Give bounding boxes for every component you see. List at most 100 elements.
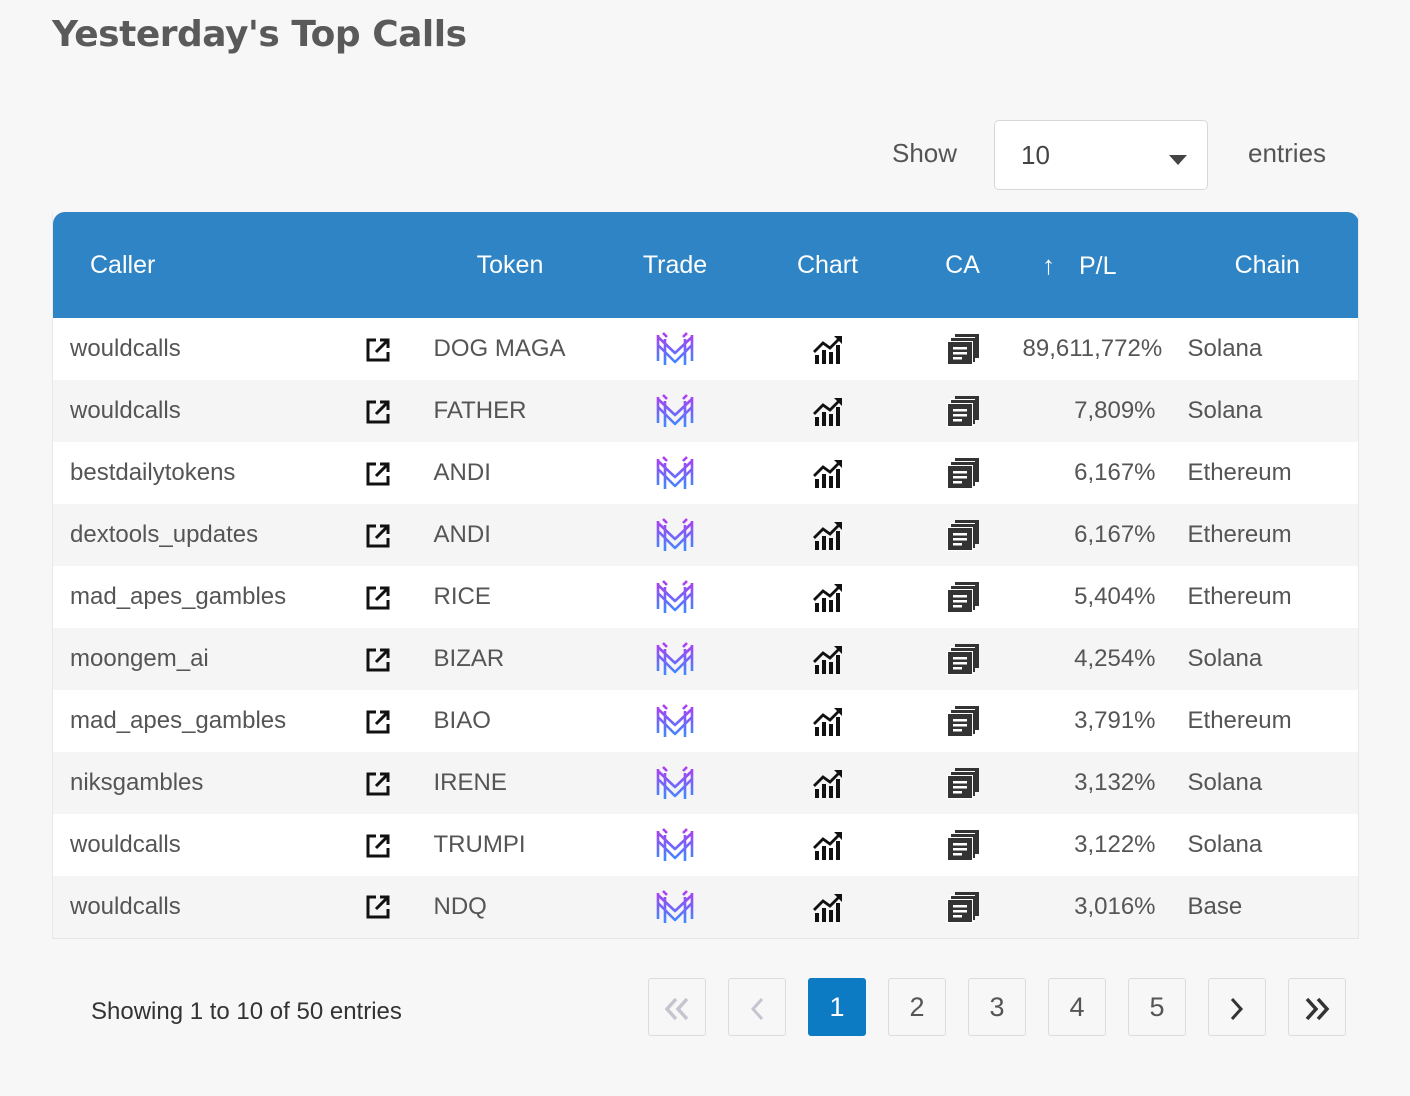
copy-icon[interactable] — [946, 519, 980, 551]
column-header-token[interactable]: Token — [476, 250, 544, 279]
trade-logo-icon[interactable] — [655, 517, 695, 553]
chart-icon[interactable] — [812, 457, 844, 489]
trade-logo-icon[interactable] — [655, 765, 695, 801]
copy-icon[interactable] — [946, 395, 980, 427]
external-link-icon[interactable] — [365, 647, 391, 673]
trade-logo-icon[interactable] — [655, 641, 695, 677]
double-chevron-left-icon — [664, 992, 690, 1022]
external-link-icon[interactable] — [365, 337, 391, 363]
column-header-pl[interactable]: ↑ P/L — [1041, 249, 1117, 280]
pl-cell: 7,809% — [1074, 397, 1156, 424]
table-row: niksgambles IRENE 3,132% Solana — [52, 752, 1359, 814]
caller-cell[interactable]: wouldcalls — [70, 831, 181, 858]
table-row: wouldcalls NDQ 3,016% Base — [52, 876, 1359, 939]
pl-cell: 6,167% — [1074, 521, 1156, 548]
column-header-ca[interactable]: CA — [945, 250, 980, 279]
token-cell: FATHER — [433, 397, 527, 424]
chain-cell: Ethereum — [1187, 707, 1292, 734]
table-row: dextools_updates ANDI 6,167% Ethereum — [52, 504, 1359, 566]
pl-cell: 6,167% — [1074, 459, 1156, 486]
token-cell: ANDI — [433, 459, 491, 486]
next-page-button[interactable] — [1208, 978, 1266, 1036]
column-header-chart[interactable]: Chart — [796, 250, 859, 279]
copy-icon[interactable] — [946, 891, 980, 923]
external-link-icon[interactable] — [365, 833, 391, 859]
copy-icon[interactable] — [946, 333, 980, 365]
chain-cell: Ethereum — [1187, 583, 1292, 610]
previous-page-button[interactable] — [728, 978, 786, 1036]
table-row: moongem_ai BIZAR 4,254% Solana — [52, 628, 1359, 690]
page-3-button[interactable]: 3 — [968, 978, 1026, 1036]
chart-icon[interactable] — [812, 891, 844, 923]
external-link-icon[interactable] — [365, 709, 391, 735]
pl-cell: 89,611,772% — [1022, 335, 1163, 362]
caller-cell[interactable]: wouldcalls — [52, 876, 333, 939]
chart-icon[interactable] — [812, 519, 844, 551]
chart-icon[interactable] — [812, 829, 844, 861]
table-row: wouldcalls DOG MAGA 89,611,772% Solana — [52, 318, 1359, 380]
trade-logo-icon[interactable] — [655, 579, 695, 615]
page-2-button[interactable]: 2 — [888, 978, 946, 1036]
page-title: Yesterday's Top Calls — [52, 14, 467, 55]
chart-icon[interactable] — [812, 705, 844, 737]
column-header-caller[interactable]: Caller — [90, 250, 156, 279]
caller-cell[interactable]: bestdailytokens — [70, 459, 236, 486]
page-1-button[interactable]: 1 — [808, 978, 866, 1036]
pl-cell: 3,791% — [1074, 707, 1156, 734]
pl-cell: 5,404% — [1074, 583, 1156, 610]
chart-icon[interactable] — [812, 767, 844, 799]
first-page-button[interactable] — [648, 978, 706, 1036]
chevron-left-icon — [748, 992, 766, 1022]
chain-cell: Solana — [1187, 645, 1263, 672]
chart-icon[interactable] — [812, 581, 844, 613]
chart-icon[interactable] — [812, 333, 844, 365]
chevron-right-icon — [1228, 992, 1246, 1022]
external-link-icon[interactable] — [365, 523, 391, 549]
caller-cell[interactable]: moongem_ai — [70, 645, 209, 672]
copy-icon[interactable] — [946, 829, 980, 861]
table-row: mad_apes_gambles RICE 5,404% Ethereum — [52, 566, 1359, 628]
caller-cell[interactable]: wouldcalls — [70, 335, 181, 362]
chain-cell: Ethereum — [1187, 459, 1292, 486]
column-header-chain[interactable]: Chain — [1234, 250, 1300, 279]
sort-up-arrow-icon: ↑ — [1041, 249, 1055, 280]
external-link-icon[interactable] — [365, 461, 391, 487]
external-link-icon[interactable] — [365, 399, 391, 425]
trade-logo-icon[interactable] — [655, 455, 695, 491]
caller-cell[interactable]: mad_apes_gambles — [70, 583, 287, 610]
caller-cell[interactable]: dextools_updates — [70, 521, 259, 548]
copy-icon[interactable] — [946, 767, 980, 799]
trade-logo-icon[interactable] — [655, 889, 695, 925]
entries-per-page-value: 10 — [1021, 140, 1050, 170]
page-5-button[interactable]: 5 — [1128, 978, 1186, 1036]
trade-logo-icon[interactable] — [655, 827, 695, 863]
page-4-button[interactable]: 4 — [1048, 978, 1106, 1036]
chart-icon[interactable] — [812, 395, 844, 427]
double-chevron-right-icon — [1304, 992, 1330, 1022]
trade-logo-icon[interactable] — [655, 393, 695, 429]
last-page-button[interactable] — [1288, 978, 1346, 1036]
copy-icon[interactable] — [946, 705, 980, 737]
trade-logo-icon[interactable] — [655, 331, 695, 367]
token-cell: BIZAR — [433, 645, 505, 672]
caller-cell[interactable]: mad_apes_gambles — [70, 707, 287, 734]
trade-logo-icon[interactable] — [655, 703, 695, 739]
caret-down-icon — [1169, 152, 1187, 170]
external-link-icon[interactable] — [365, 771, 391, 797]
external-link-icon[interactable] — [365, 894, 391, 920]
pl-cell: 3,122% — [1074, 831, 1156, 858]
external-link-icon[interactable] — [365, 585, 391, 611]
table-row: mad_apes_gambles BIAO 3,791% Ethereum — [52, 690, 1359, 752]
entries-per-page-select[interactable]: 10 — [994, 120, 1208, 190]
copy-icon[interactable] — [946, 643, 980, 675]
caller-cell[interactable]: wouldcalls — [70, 397, 181, 424]
token-cell: DOG MAGA — [433, 335, 566, 362]
chain-cell: Solana — [1187, 769, 1263, 796]
column-header-trade[interactable]: Trade — [642, 250, 708, 279]
caller-cell[interactable]: niksgambles — [70, 769, 204, 796]
copy-icon[interactable] — [946, 457, 980, 489]
pl-cell: 3,016% — [1022, 876, 1177, 939]
table-info: Showing 1 to 10 of 50 entries — [91, 998, 402, 1025]
chart-icon[interactable] — [812, 643, 844, 675]
copy-icon[interactable] — [946, 581, 980, 613]
